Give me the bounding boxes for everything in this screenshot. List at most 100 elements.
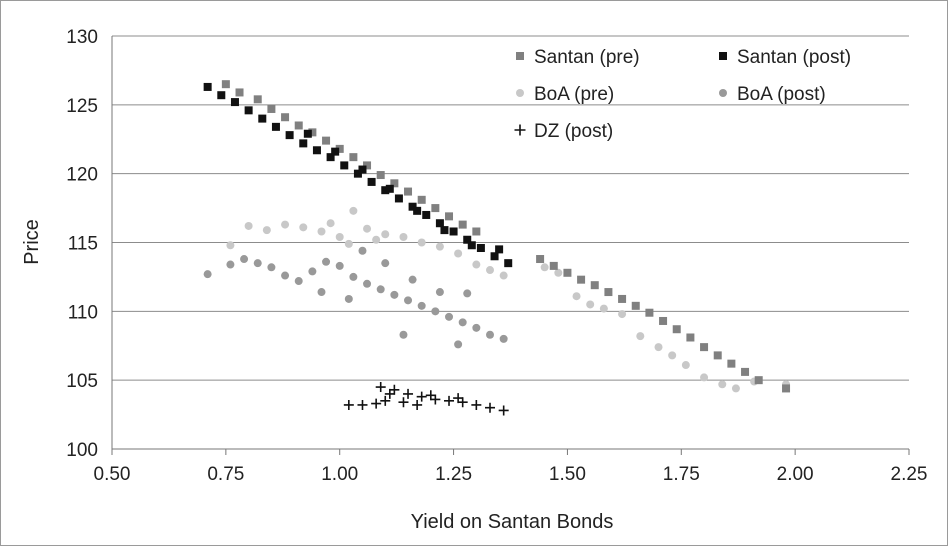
legend-marker-santan-post [719,52,727,60]
point-santan-pre [308,128,317,137]
point-santan-post [312,146,321,155]
x-tick-label: 2.25 [891,464,928,485]
point-dz-post [398,397,409,408]
point-boa-pre [326,219,335,228]
point-dz-post [453,393,464,404]
point-dz-post [403,388,414,399]
point-santan-pre [549,261,558,270]
y-tick-label: 110 [68,302,98,323]
point-santan-pre [590,281,599,290]
point-santan-pre [686,333,695,342]
point-dz-post [444,395,455,406]
x-tick-label: 1.00 [321,464,358,485]
point-dz-post [425,390,436,401]
point-dz-post [412,399,423,410]
point-boa-pre [700,373,709,382]
legend-label-santan-post: Santan (post) [737,47,851,68]
point-santan-post [495,245,504,254]
point-boa-post [240,255,249,264]
point-dz-post [375,382,386,393]
point-santan-post [331,147,340,156]
point-boa-post [435,288,444,297]
point-boa-post [376,285,385,294]
point-boa-post [308,267,317,276]
x-axis-title: Yield on Santan Bonds [411,511,614,533]
point-boa-pre [654,343,663,352]
point-boa-post [454,340,463,349]
point-santan-pre [404,187,413,196]
point-santan-pre [672,325,681,334]
point-boa-post [267,263,276,272]
point-santan-post [299,139,308,148]
point-santan-post [353,169,362,178]
point-boa-pre [540,263,549,272]
point-boa-pre [599,304,608,313]
x-tick-label: 1.50 [549,464,586,485]
y-tick-label: 105 [66,371,98,392]
point-boa-pre [226,241,235,250]
point-santan-post [285,131,294,140]
point-boa-pre [349,206,358,215]
point-dz-post [416,391,427,402]
point-boa-post [399,330,408,339]
point-dz-post [343,399,354,410]
point-santan-post [435,219,444,228]
point-santan-pre [645,308,654,317]
point-boa-post [226,260,235,269]
x-tick-label: 1.25 [435,464,472,485]
point-santan-pre [281,113,290,122]
point-santan-post [394,194,403,203]
point-santan-post [440,226,449,235]
point-santan-post [463,235,472,244]
point-santan-pre [267,104,276,113]
point-santan-pre [577,275,586,284]
point-santan-pre [235,88,244,97]
point-boa-post [404,296,413,305]
point-boa-post [317,288,326,297]
point-boa-post [203,270,212,279]
point-boa-pre [668,351,677,360]
legend-label-santan-pre: Santan (pre) [534,47,640,68]
point-boa-pre [554,268,563,277]
x-tick-label: 0.75 [207,464,244,485]
grid-lines [112,35,909,381]
point-boa-pre [363,224,372,233]
point-santan-post [413,206,422,215]
point-boa-post [417,301,426,310]
point-boa-pre [399,232,408,241]
point-boa-post [349,272,358,281]
data-points [203,80,791,416]
point-boa-post [390,290,399,299]
legend-marker-boa-post [719,89,727,97]
point-dz-post [380,395,391,406]
point-santan-pre [445,212,454,221]
point-boa-post [344,294,353,303]
point-santan-post [340,161,349,170]
point-dz-post [485,402,496,413]
x-tick-label: 2.00 [777,464,814,485]
point-santan-post [408,202,417,211]
point-santan-post [467,241,476,250]
point-santan-post [385,184,394,193]
legend-marker-santan-pre [516,52,524,60]
legend-marker-boa-pre [516,89,524,97]
legend-label-boa-pre: BoA (pre) [534,84,614,105]
y-tick-label: 115 [68,234,98,255]
point-santan-pre [700,343,709,352]
point-boa-pre [381,230,390,239]
point-santan-pre [363,161,372,170]
point-santan-pre [417,195,426,204]
point-santan-pre [713,351,722,360]
point-santan-pre [472,227,481,236]
point-boa-pre [586,300,595,309]
point-santan-pre [221,80,230,89]
point-santan-pre [754,376,763,385]
point-boa-pre [281,220,290,229]
point-boa-pre [499,271,508,280]
point-santan-pre [563,268,572,277]
point-boa-pre [299,223,308,232]
point-boa-pre [472,260,481,269]
x-tick-label: 0.50 [94,464,131,485]
point-santan-post [258,114,267,123]
